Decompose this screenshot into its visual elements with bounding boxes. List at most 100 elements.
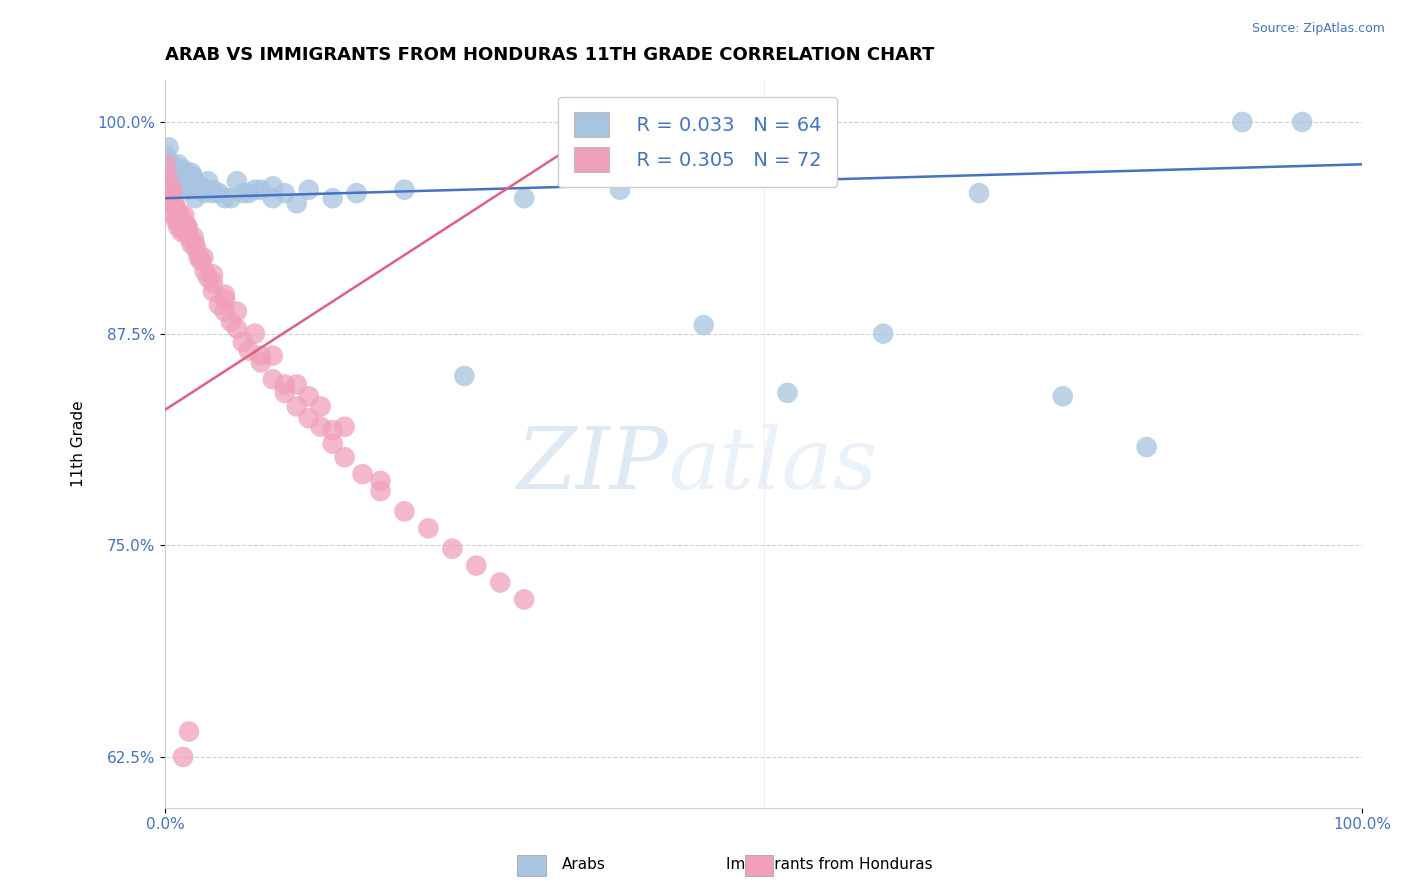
- Text: Source: ZipAtlas.com: Source: ZipAtlas.com: [1251, 22, 1385, 36]
- Point: [177, 230, 200, 244]
- Point: [394, 504, 416, 518]
- Point: [160, 162, 183, 177]
- Point: [174, 179, 197, 194]
- Point: [214, 304, 236, 318]
- Point: [201, 186, 224, 200]
- Point: [219, 191, 242, 205]
- Point: [208, 186, 231, 200]
- Point: [489, 575, 512, 590]
- Point: [170, 169, 193, 183]
- Point: [333, 450, 356, 465]
- Point: [418, 521, 440, 535]
- Point: [172, 750, 194, 764]
- Point: [243, 326, 266, 341]
- Point: [232, 335, 254, 350]
- Point: [166, 179, 188, 194]
- Point: [157, 191, 180, 205]
- Point: [190, 253, 212, 268]
- Point: [174, 217, 197, 231]
- Point: [250, 355, 273, 369]
- Point: [169, 166, 191, 180]
- Point: [197, 174, 219, 188]
- Point: [298, 411, 321, 425]
- Point: [513, 592, 536, 607]
- Point: [173, 174, 195, 188]
- Point: [163, 169, 186, 183]
- Point: [162, 208, 184, 222]
- Point: [285, 400, 308, 414]
- Point: [776, 385, 799, 400]
- Point: [176, 166, 198, 180]
- Point: [193, 186, 215, 200]
- Point: [243, 183, 266, 197]
- Point: [179, 179, 201, 194]
- Point: [214, 293, 236, 307]
- Point: [274, 186, 297, 200]
- Point: [170, 225, 193, 239]
- Point: [208, 298, 231, 312]
- Point: [155, 149, 177, 163]
- Point: [167, 157, 190, 171]
- Point: [197, 270, 219, 285]
- Point: [201, 183, 224, 197]
- Point: [165, 174, 187, 188]
- Point: [166, 202, 188, 217]
- Point: [180, 166, 202, 180]
- Point: [183, 230, 205, 244]
- Point: [162, 162, 184, 177]
- Point: [163, 196, 186, 211]
- Point: [201, 276, 224, 290]
- Point: [394, 183, 416, 197]
- Point: [201, 268, 224, 282]
- Point: [156, 157, 179, 171]
- Point: [160, 186, 183, 200]
- Point: [1291, 115, 1313, 129]
- Point: [169, 208, 191, 222]
- Point: [184, 236, 207, 251]
- Text: ZIP: ZIP: [516, 425, 668, 507]
- Point: [465, 558, 488, 573]
- Text: ARAB VS IMMIGRANTS FROM HONDURAS 11TH GRADE CORRELATION CHART: ARAB VS IMMIGRANTS FROM HONDURAS 11TH GR…: [165, 46, 935, 64]
- Point: [322, 423, 344, 437]
- Point: [214, 191, 236, 205]
- Point: [285, 377, 308, 392]
- Point: [155, 157, 177, 171]
- Point: [352, 467, 374, 482]
- Point: [177, 724, 200, 739]
- Point: [298, 389, 321, 403]
- Point: [214, 287, 236, 301]
- Point: [274, 377, 297, 392]
- Point: [262, 372, 284, 386]
- Point: [262, 191, 284, 205]
- Point: [176, 219, 198, 234]
- Point: [1052, 389, 1074, 403]
- Point: [184, 174, 207, 188]
- Point: [190, 179, 212, 194]
- Point: [346, 186, 368, 200]
- Point: [309, 419, 332, 434]
- Point: [441, 541, 464, 556]
- Point: [872, 326, 894, 341]
- Point: [238, 186, 260, 200]
- Point: [173, 174, 195, 188]
- Point: [177, 183, 200, 197]
- Point: [193, 264, 215, 278]
- Point: [160, 169, 183, 183]
- Text: atlas: atlas: [668, 425, 877, 507]
- Point: [159, 179, 181, 194]
- Point: [159, 166, 181, 180]
- Point: [186, 242, 208, 256]
- Point: [201, 285, 224, 299]
- Point: [163, 200, 186, 214]
- Point: [262, 349, 284, 363]
- Point: [169, 174, 191, 188]
- Point: [186, 183, 208, 197]
- Point: [172, 219, 194, 234]
- Point: [333, 419, 356, 434]
- Point: [187, 251, 209, 265]
- Point: [167, 219, 190, 234]
- Point: [309, 400, 332, 414]
- Point: [177, 174, 200, 188]
- Point: [232, 186, 254, 200]
- Point: [1232, 115, 1254, 129]
